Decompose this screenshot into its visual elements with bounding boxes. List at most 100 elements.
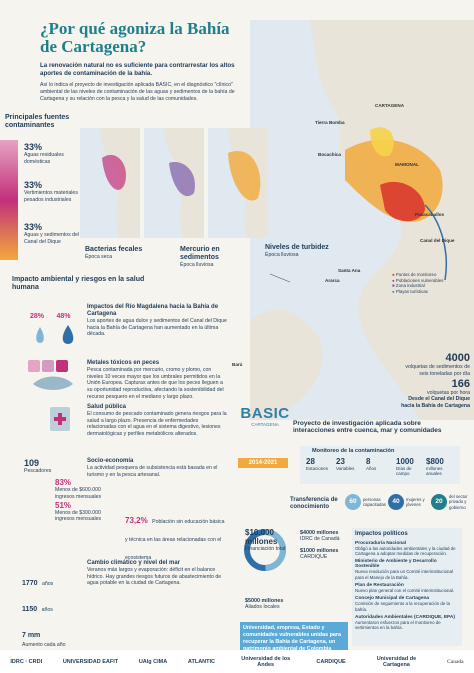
partner-logo: ATLANTIC xyxy=(187,658,216,665)
fund-text: IDRC de Canadá xyxy=(300,536,340,542)
policy-text: Nueva resolución para un Comité interins… xyxy=(355,569,453,580)
transfer-number: 40 xyxy=(388,494,404,510)
monitoring-item: 1000 Días de campo xyxy=(396,457,422,476)
map-caption: Niveles de turbidez Época lluviosa xyxy=(265,244,335,259)
source-label: Vertimientos materiales pesados industri… xyxy=(24,190,78,203)
legend-item: Playas turísticas xyxy=(395,289,428,295)
monitoring-box: Monitoreo de la contaminación 28 Estacion… xyxy=(300,446,460,484)
policy-box: Impactos políticos Procuraduría Nacional… xyxy=(352,528,462,646)
fund-text: Aliados locales xyxy=(245,604,280,610)
legend-item: Poblaciones vulnerables xyxy=(395,277,444,283)
transfer-items: 60 personas capacitadas 40 mujeres y jóvene… xyxy=(345,494,470,510)
monitoring-number: 23 xyxy=(336,457,345,467)
project-title: Proyecto de investigación aplicada sobre… xyxy=(293,420,442,435)
source-pct: 33% xyxy=(24,222,43,232)
transfer-item: 60 personas capacitadas xyxy=(345,494,386,510)
item-title: Cambio climático y nivel del mar xyxy=(87,560,181,566)
map-season: Época lluviosa xyxy=(180,262,214,269)
source-label: Aguas residuales domésticas xyxy=(24,152,64,165)
funding-donut xyxy=(244,529,286,571)
item-title: Salud pública xyxy=(87,404,127,410)
stat-number: 7 mm xyxy=(22,632,41,639)
transfer-number: 20 xyxy=(431,494,447,510)
fund-number: $1000 millones xyxy=(300,547,339,554)
stat-number: 4000 xyxy=(445,352,470,364)
impact-heading: Impacto ambiental y riesgos en la salud … xyxy=(12,276,145,292)
impact-item: Impactos del Río Magdalena hacia la Bahí… xyxy=(87,304,227,338)
title: ¿Por qué agoniza la Bahía de Cartagena? xyxy=(40,19,230,56)
fund-number: $5000 millones xyxy=(245,598,284,604)
fishers-number: 109 xyxy=(24,458,40,468)
source-pct: 33% xyxy=(24,180,43,190)
stat-text: volquetas por hora xyxy=(427,389,470,396)
place-label: Santa Ana xyxy=(338,268,361,273)
monitoring-item: 28 Estaciones xyxy=(306,457,332,476)
place-label: Bocachica xyxy=(318,152,341,157)
transfer-item: 20 del sector privado y gobierno xyxy=(431,494,469,510)
footer: IDRC · CRDI UNIVERSIDAD EAFIT UAlg CIMA ATL… xyxy=(0,650,474,673)
impact-item: Metales tóxicos en peces Pesca contamina… xyxy=(87,360,227,401)
small-maps xyxy=(80,128,268,238)
health-icon xyxy=(50,407,70,431)
monitoring-text: Variables xyxy=(336,466,355,472)
item-text: Pesca contaminada por mercurio, cromo y … xyxy=(87,366,224,400)
transfer-item: 40 mujeres y jóvenes xyxy=(388,494,426,510)
item-text: El consumo de pescado contaminado genera… xyxy=(87,410,227,438)
fishers-text: Pescadores xyxy=(24,468,52,474)
partner-logo: IDRC · CRDI xyxy=(10,658,43,665)
stat-text: Población sin educación básica y técnica… xyxy=(125,519,225,561)
stat-number: 1150 xyxy=(22,606,38,613)
basic-logo: BASIC CARTAGENA xyxy=(240,405,290,427)
map-season: Época lluviosa xyxy=(265,252,299,259)
source-item: 33% Vertimientos materiales pesados indu… xyxy=(24,180,84,204)
stat-text: años xyxy=(41,607,53,613)
map-title: Bacterias fecales xyxy=(85,246,143,253)
partner-logo: Universidad de Cartagena xyxy=(376,655,417,668)
stat-number: 1770 xyxy=(22,580,38,587)
item-text: La actividad pesquera de subsistencia es… xyxy=(87,464,218,478)
place-label: Barú xyxy=(232,362,243,367)
source-item: 33% Aguas residuales domésticas xyxy=(24,142,84,166)
fishers: 109 Pescadores xyxy=(24,458,64,475)
years-badge: 2014-2021 xyxy=(238,458,288,468)
policy-title: Concejo Municipal de Cartagena xyxy=(355,596,430,602)
policy-text: Nuevo plan general con el comité interin… xyxy=(355,588,455,594)
monitoring-number: 8 xyxy=(366,457,371,467)
policy-list: Procuraduría Nacional Obligó a las autori… xyxy=(355,541,459,631)
source-item: 33% Aguas y sedimentos del Canal del Diq… xyxy=(24,222,84,246)
partner-logo: Universidad de los Andes xyxy=(241,655,291,668)
partner-logo: UAlg CIMA xyxy=(138,658,168,665)
logo-sub: CARTAGENA xyxy=(251,422,279,427)
monitoring-item: 23 Variables xyxy=(336,457,362,476)
income-stats: 83% Menos de $600.000 ingresos mensuales… xyxy=(55,478,115,523)
policy-text: Aumentaron esfuerzos para el monitoreo d… xyxy=(355,619,441,631)
funding-total: $10.000 millones Financiación total xyxy=(245,528,300,553)
monitoring-item: $800 millones anuales xyxy=(426,457,452,476)
place-label: Tierra Bomba xyxy=(315,120,345,125)
partner-logo: CARDIQUE xyxy=(316,658,346,665)
monitoring-text: Días de campo xyxy=(396,466,412,477)
impact-item: Socio-economía La actividad pesquera de … xyxy=(87,458,227,478)
policy-title: Procuraduría Nacional xyxy=(355,540,407,546)
place-label: Canal del Dique xyxy=(420,238,455,243)
logo-text: BASIC xyxy=(240,405,290,422)
water-icons xyxy=(36,325,74,344)
map-season: Época seca xyxy=(85,254,113,261)
partner-logo: UNIVERSIDAD EAFIT xyxy=(62,658,119,665)
map-caption: Mercurio en sedimentos Época lluviosa xyxy=(180,246,260,269)
total-number: $10.000 millones xyxy=(245,528,278,546)
monitoring-text: Años xyxy=(366,466,377,472)
source-pct: 33% xyxy=(24,142,43,152)
item-title: Socio-economía xyxy=(87,458,134,464)
policy-title: Autoridades Ambientales (CARDIQUE, EPA) xyxy=(355,614,455,620)
stat-number: 73,2% xyxy=(125,516,148,525)
fund-number: $4000 millones xyxy=(300,530,339,536)
stat-text: Aumento cada año xyxy=(22,642,66,648)
source-label: Aguas y sedimentos del Canal del Dique xyxy=(24,232,80,245)
legend-item: Puntos de monitoreo xyxy=(395,272,437,277)
sources-heading: Principales fuentes contaminantes xyxy=(5,114,70,130)
monitoring-items: 28 Estaciones 23 Variables 8 Años 1000 Días de … xyxy=(306,457,460,476)
policy-title: Ministerio de Ambiente y Desarrollo Sost… xyxy=(355,559,437,570)
climate-stats: 1770 años 1150 años 7 mm Aumento cada añ… xyxy=(22,572,67,649)
monitoring-heading: Monitoreo de la contaminación xyxy=(312,448,395,454)
